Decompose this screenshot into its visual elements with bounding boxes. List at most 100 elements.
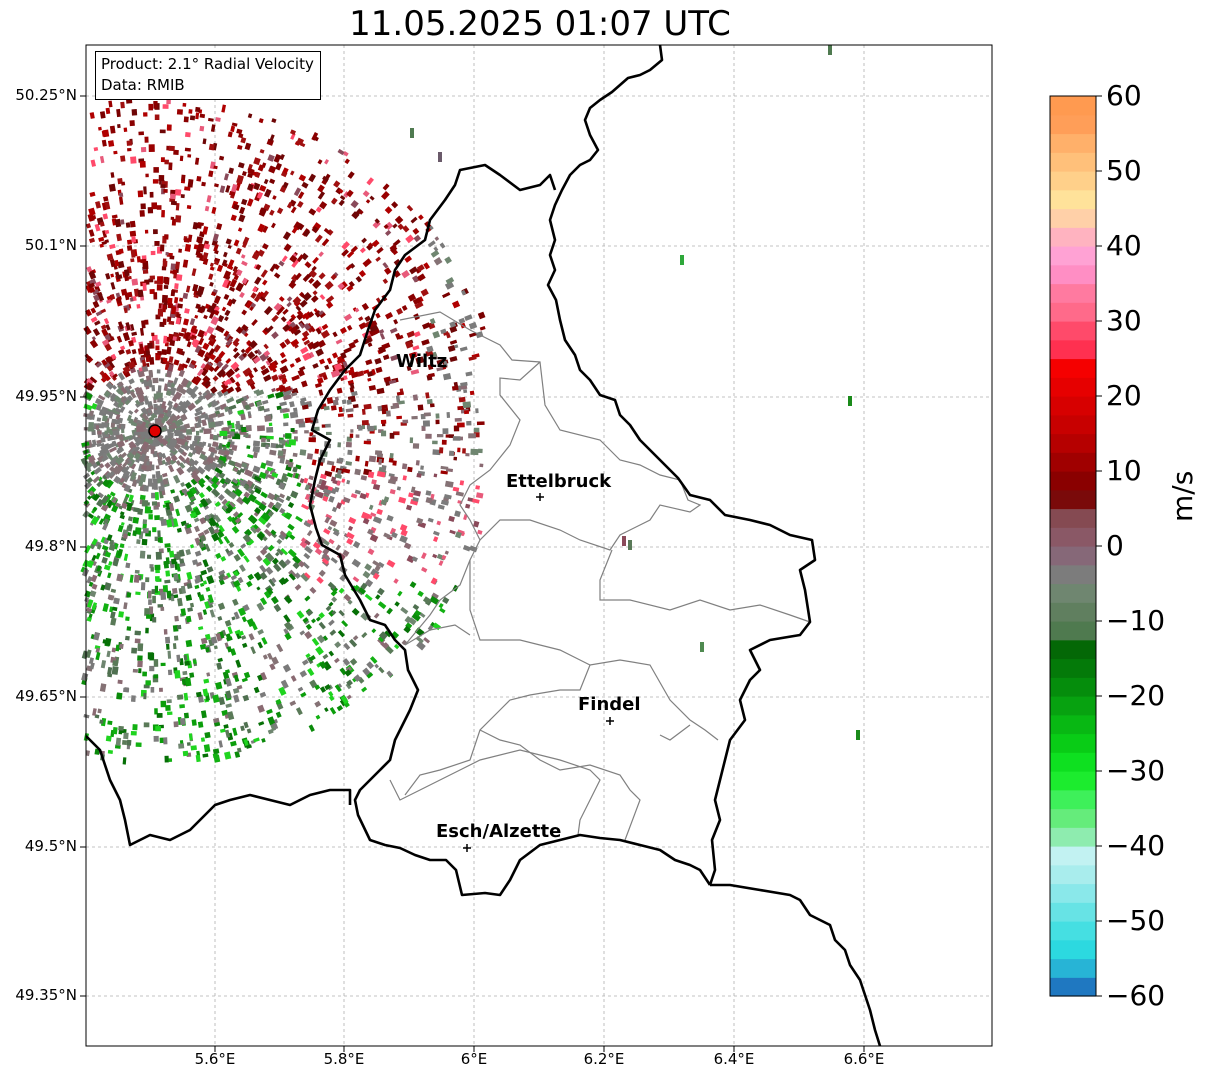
- echo-pixel: [217, 616, 223, 621]
- echo-pixel: [405, 504, 413, 511]
- echo-pixel: [145, 350, 151, 356]
- echo-pixel: [389, 489, 396, 495]
- echo-pixel: [154, 492, 160, 500]
- echo-pixel: [204, 731, 211, 739]
- echo-pixel: [273, 272, 281, 279]
- echo-pixel: [94, 223, 101, 232]
- echo-pixel: [87, 427, 95, 432]
- echo-pixel: [209, 609, 216, 618]
- echo-pixel: [233, 674, 240, 683]
- echo-pixel: [197, 348, 206, 358]
- echo-pixel: [253, 389, 260, 395]
- echo-pixel: [157, 308, 164, 317]
- echo-pixel: [161, 294, 168, 304]
- echo-pixel: [215, 681, 223, 690]
- echo-pixel: [217, 602, 226, 611]
- echo-pixel: [142, 260, 149, 270]
- echo-pixel: [172, 643, 177, 650]
- echo-pixel: [287, 461, 294, 468]
- echo-pixel: [126, 502, 133, 512]
- echo-pixel: [305, 623, 312, 631]
- echo-pixel: [157, 537, 162, 543]
- echo-pixel: [189, 672, 195, 678]
- echo-pixel: [116, 448, 123, 455]
- echo-pixel: [383, 376, 391, 383]
- echo-pixel: [301, 335, 309, 342]
- echo-pixel: [304, 539, 311, 546]
- echo-pixel: [257, 164, 265, 172]
- echo-pixel: [299, 365, 306, 372]
- echo-pixel: [124, 275, 129, 282]
- echo-pixel: [107, 572, 112, 579]
- echo-pixel: [134, 440, 141, 447]
- echo-pixel: [184, 504, 193, 513]
- echo-pixel: [381, 404, 388, 410]
- echo-pixel: [229, 190, 236, 197]
- echo-pixel: [327, 525, 333, 531]
- echo-pixel: [475, 408, 479, 414]
- echo-pixel: [191, 338, 198, 346]
- echo-pixel: [362, 258, 372, 268]
- echo-pixel: [208, 421, 216, 429]
- echo-pixel: [184, 380, 193, 389]
- echo-pixel: [198, 626, 204, 631]
- echo-pixel: [247, 514, 258, 525]
- echo-pixel: [122, 332, 131, 342]
- echo-pixel: [175, 261, 180, 270]
- echo-pixel: [97, 394, 106, 401]
- echo-pixel: [391, 631, 400, 639]
- echo-pixel: [294, 272, 302, 281]
- echo-pixel: [324, 159, 329, 165]
- echo-pixel: [88, 422, 94, 428]
- echo-pixel: [149, 405, 154, 410]
- echo-pixel: [223, 270, 232, 280]
- echo-pixel: [151, 334, 158, 341]
- echo-pixel: [122, 739, 128, 745]
- echo-pixel: [263, 374, 272, 382]
- colorbar-tick-label: −10: [1106, 604, 1166, 637]
- echo-pixel: [306, 453, 314, 460]
- echo-pixel: [463, 389, 468, 394]
- lat-tick-label: 50.25°N: [15, 86, 77, 104]
- echo-pixel: [141, 499, 149, 507]
- echo-pixel: [223, 535, 231, 544]
- echo-pixel: [235, 373, 241, 379]
- echo-pixel: [465, 453, 470, 457]
- echo-pixel: [95, 647, 101, 654]
- echo-pixel: [119, 345, 126, 351]
- colorbar-segment: [1050, 752, 1096, 772]
- echo-pixel: [103, 390, 111, 398]
- echo-pixel: [281, 377, 288, 383]
- echo-pixel: [117, 124, 121, 129]
- echo-pixel: [410, 486, 416, 493]
- echo-pixel: [330, 405, 337, 411]
- echo-pixel: [217, 657, 223, 663]
- echo-pixel: [214, 405, 221, 411]
- echo-pixel: [203, 678, 210, 684]
- echo-pixel: [441, 439, 447, 445]
- echo-pixel: [345, 682, 352, 690]
- echo-pixel: [230, 574, 237, 581]
- echo-pixel: [322, 488, 331, 495]
- echo-pixel: [222, 262, 228, 268]
- echo-pixel: [286, 301, 292, 308]
- echo-pixel: [104, 462, 111, 469]
- echo-pixel: [133, 418, 138, 424]
- echo-pixel: [153, 167, 159, 173]
- echo-pixel: [249, 402, 254, 407]
- echo-pixel: [104, 343, 112, 352]
- echo-pixel: [201, 419, 207, 427]
- echo-pixel: [118, 196, 124, 205]
- echo-pixel: [314, 234, 323, 243]
- echo-pixel: [241, 309, 248, 316]
- echo-pixel: [139, 473, 147, 483]
- echo-pixel: [358, 425, 363, 431]
- echo-pixel: [184, 436, 190, 441]
- echo-pixel: [302, 352, 312, 362]
- echo-pixel: [177, 303, 183, 309]
- echo-pixel: [325, 513, 333, 520]
- echo-pixel: [189, 511, 197, 519]
- echo-pixel: [237, 630, 245, 637]
- echo-pixel: [449, 339, 458, 345]
- echo-pixel: [207, 348, 216, 357]
